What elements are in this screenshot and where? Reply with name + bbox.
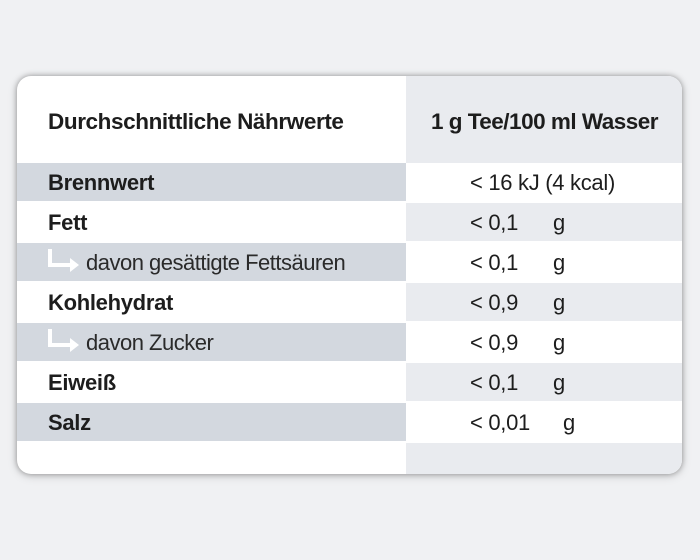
arrow-turn-right-icon	[48, 249, 79, 272]
row-divider	[17, 401, 682, 403]
row-value: < 0,1	[470, 210, 519, 235]
row-label: Fett	[48, 210, 88, 235]
row-label: Salz	[48, 410, 91, 435]
header-value: 1 g Tee/100 ml Wasser	[430, 109, 659, 134]
header-label: Durchschnittliche Nährwerte	[48, 109, 344, 134]
table-row-gesaettigte-fettsaeuren: davon gesättigte Fettsäuren < 0,1 g	[17, 243, 682, 281]
row-divider	[17, 201, 682, 203]
row-value: < 0,9	[470, 330, 519, 355]
row-divider	[17, 321, 682, 323]
row-value: < 0,1	[470, 370, 519, 395]
row-value: < 0,01	[470, 410, 530, 435]
table-header: Durchschnittliche Nährwerte 1 g Tee/100 …	[17, 76, 682, 161]
row-label: davon gesättigte Fettsäuren	[86, 250, 346, 275]
row-value: < 0,9	[470, 290, 519, 315]
table-row-zucker: davon Zucker < 0,9 g	[17, 323, 682, 361]
table-row-salz: Salz < 0,01 g	[17, 403, 682, 441]
row-unit: g	[553, 250, 566, 275]
row-divider	[17, 361, 682, 363]
table-row-eiweiss: Eiweiß < 0,1 g	[17, 363, 682, 401]
row-label: davon Zucker	[86, 330, 214, 355]
row-unit: g	[563, 410, 576, 435]
row-value: < 16 kJ (4 kcal)	[470, 170, 615, 195]
row-unit: g	[553, 210, 566, 235]
table-row-kohlehydrat: Kohlehydrat < 0,9 g	[17, 283, 682, 321]
row-divider	[17, 441, 682, 443]
row-label: Kohlehydrat	[48, 290, 174, 315]
row-divider	[17, 281, 682, 283]
nutrition-table: Durchschnittliche Nährwerte 1 g Tee/100 …	[17, 76, 682, 474]
table-row-brennwert: Brennwert < 16 kJ (4 kcal)	[17, 163, 682, 201]
row-divider	[17, 241, 682, 243]
row-unit: g	[553, 330, 566, 355]
table-row-fett: Fett < 0,1 g	[17, 203, 682, 241]
row-label: Eiweiß	[48, 370, 116, 395]
row-unit: g	[553, 290, 566, 315]
row-value: < 0,1	[470, 250, 519, 275]
row-unit: g	[553, 370, 566, 395]
row-label: Brennwert	[48, 170, 155, 195]
arrow-turn-right-icon	[48, 329, 79, 352]
